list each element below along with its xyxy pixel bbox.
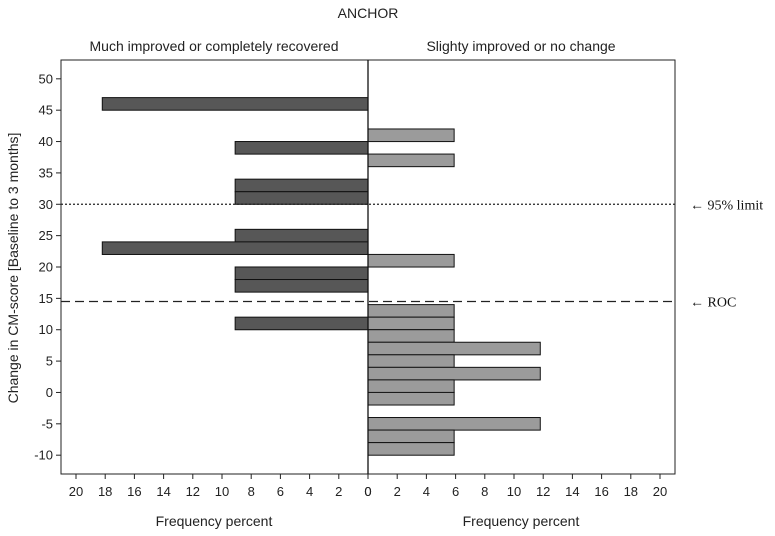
left-x-tick-label-0: 20 (69, 484, 83, 499)
y-tick-label-12: 50 (39, 71, 53, 86)
right-bar-10 (367, 391, 455, 406)
right-bar-12 (367, 429, 455, 444)
y-tick-label-11: 45 (39, 103, 53, 118)
y-tick-label-4: 10 (39, 322, 53, 337)
right-bar-7 (367, 354, 455, 368)
right-x-tick-label-3: 6 (452, 484, 459, 499)
chart-title: ANCHOR (338, 5, 399, 21)
right-bar-0 (367, 128, 455, 143)
y-tick-label-0: -10 (34, 448, 53, 463)
right-bar-11 (367, 417, 541, 431)
y-tick-label-1: -5 (41, 416, 53, 431)
left-bar-1 (234, 141, 369, 155)
reference-line-label-1: ← ROC (690, 296, 736, 311)
right-bar-8 (367, 366, 541, 381)
left-x-tick-label-6: 8 (248, 484, 255, 499)
left-panel-header: Much improved or completely recovered (90, 38, 339, 54)
y-axis-label: Change in CM-score [Baseline to 3 months… (5, 133, 21, 404)
y-tick-label-7: 25 (39, 228, 53, 243)
y-tick-label-9: 35 (39, 165, 53, 180)
right-x-tick-label-4: 8 (481, 484, 488, 499)
right-x-tick-label-6: 12 (536, 484, 550, 499)
left-bar-5 (101, 241, 369, 255)
right-bar-9 (367, 379, 455, 393)
left-x-tick-label-8: 4 (306, 484, 313, 499)
right-x-tick-label-1: 2 (394, 484, 401, 499)
left-x-tick-label-3: 14 (156, 484, 170, 499)
right-bar-2 (367, 253, 455, 268)
left-bar-4 (234, 228, 369, 243)
reference-line-label-0: ← 95% limit (690, 198, 763, 213)
right-bar-4 (367, 316, 455, 331)
left-x-tick-label-9: 2 (335, 484, 342, 499)
right-bar-3 (367, 304, 455, 318)
left-bar-7 (234, 279, 369, 293)
y-tick-label-8: 30 (39, 197, 53, 212)
y-tick-label-10: 40 (39, 134, 53, 149)
right-bar-13 (367, 442, 455, 456)
left-bar-2 (234, 178, 369, 193)
plot-area: ← 95% limit← ROC-10-50510152025303540455… (34, 59, 763, 499)
right-x-axis-label: Frequency percent (463, 513, 580, 529)
left-bar-0 (101, 97, 369, 111)
left-bar-3 (234, 191, 369, 205)
right-x-tick-label-2: 4 (423, 484, 430, 499)
right-x-tick-label-0: 0 (364, 484, 371, 499)
left-x-tick-label-4: 12 (186, 484, 200, 499)
right-bar-6 (367, 341, 541, 356)
right-bar-1 (367, 153, 455, 168)
left-x-tick-label-1: 18 (98, 484, 112, 499)
y-tick-label-6: 20 (39, 260, 53, 275)
right-x-tick-label-7: 14 (565, 484, 579, 499)
left-x-tick-label-10: 0 (364, 484, 371, 499)
right-bar-5 (367, 329, 455, 343)
right-x-tick-label-8: 16 (594, 484, 608, 499)
right-x-tick-label-10: 20 (653, 484, 667, 499)
y-tick-label-2: 0 (46, 385, 53, 400)
y-tick-label-5: 15 (39, 291, 53, 306)
right-x-tick-label-9: 18 (624, 484, 638, 499)
left-x-tick-label-5: 10 (215, 484, 229, 499)
left-x-tick-label-2: 16 (127, 484, 141, 499)
left-x-tick-label-7: 6 (277, 484, 284, 499)
right-x-tick-label-5: 10 (507, 484, 521, 499)
left-bar-6 (234, 266, 369, 281)
y-tick-label-3: 5 (46, 354, 53, 369)
left-bar-8 (234, 316, 369, 331)
left-x-axis-label: Frequency percent (156, 513, 273, 529)
right-panel-header: Slighty improved or no change (426, 38, 615, 54)
